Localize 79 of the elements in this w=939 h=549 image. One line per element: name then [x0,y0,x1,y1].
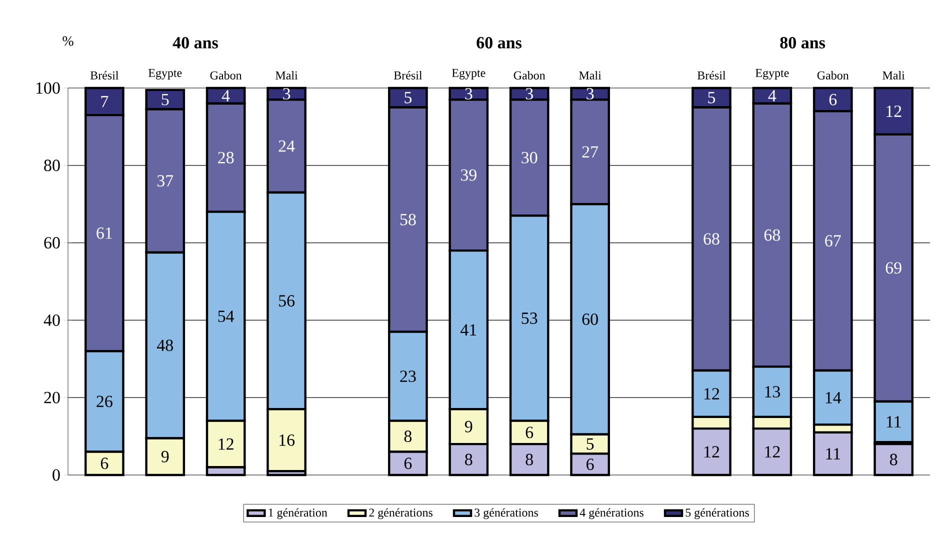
y-axis-title: % [62,36,74,46]
data-label: 5 [586,438,594,450]
data-label: 41 [460,324,476,336]
x-tick-label: Gabon [817,71,849,80]
data-label: 11 [886,416,901,428]
data-label: 54 [218,310,234,322]
data-label: 12 [886,106,902,117]
data-label: 9 [161,450,169,462]
data-label: 6 [526,426,534,438]
legend-label: 1 génération [268,508,328,520]
x-tick-label: Egypte [452,69,486,80]
data-label: 12 [218,438,234,450]
data-label: 69 [886,262,902,274]
data-label: 12 [765,446,780,458]
data-label: 48 [156,340,173,352]
data-label: 53 [522,312,538,324]
x-tick-label: Brésil [90,71,119,80]
data-label: 23 [400,370,416,382]
data-label: 5 [404,92,412,104]
data-label: 3 [283,88,290,100]
data-label: 6 [586,458,594,470]
x-tick-label: Mali [276,71,298,80]
y-tick-label: 40 [44,314,60,326]
data-label: 8 [465,454,472,466]
data-label: 58 [400,214,416,226]
x-tick-label: Brésil [697,71,726,80]
x-tick-label: Gabon [210,71,242,80]
data-label: 5 [708,92,716,104]
x-tick-label: Mali [882,71,905,80]
data-label: 24 [278,140,295,152]
data-label: 7 [101,96,108,108]
x-tick-label: Gabon [514,71,546,80]
data-label: 5 [162,94,169,106]
data-label: 3 [465,88,472,100]
data-label: 27 [582,146,598,158]
text: 40 ans [172,36,218,48]
text: 60 ans [476,36,522,48]
data-label: 6 [829,94,837,106]
legend-label: 5 générations [686,508,749,520]
data-label: 56 [279,295,295,307]
y-tick-label: 100 [36,82,60,94]
x-tick-label: Egypte [756,69,789,80]
data-label: 9 [464,420,472,432]
data-label: 4 [768,90,776,102]
data-label: 14 [826,392,842,404]
legend-label: 3 générations [474,508,538,520]
data-label: 8 [526,454,533,466]
y-tick-label: 0 [52,469,60,481]
data-label: 30 [522,152,538,164]
data-label: 26 [96,396,112,408]
data-label: 60 [582,313,598,325]
data-label: 12 [704,446,720,458]
data-label: 16 [280,434,295,446]
y-tick-label: 60 [44,237,60,249]
data-label: 13 [765,386,780,398]
data-label: 8 [890,454,898,466]
data-label: 4 [222,90,230,102]
data-label: 6 [100,458,108,470]
data-label: 39 [460,169,476,181]
data-label: 3 [526,88,533,100]
data-label: 11 [826,448,840,460]
x-tick-label: Mali [579,71,602,80]
data-label: 68 [764,229,780,241]
data-label: 68 [704,233,720,245]
data-label: 12 [704,388,720,400]
data-label: 37 [157,175,174,187]
data-label: 67 [825,235,841,247]
legend-label: 4 générations [580,508,644,520]
y-tick-label: 80 [44,160,60,172]
data-label: 3 [586,88,594,100]
y-tick-label: 20 [44,392,60,404]
x-tick-label: Brésil [394,71,422,80]
data-label: 28 [218,152,234,164]
data-label: 8 [404,430,412,442]
data-label: 61 [96,227,112,239]
text: 80 ans [780,36,826,48]
x-tick-label: Egypte [148,69,182,80]
data-label: 6 [404,458,412,470]
legend-label: 2 générations [369,508,432,520]
